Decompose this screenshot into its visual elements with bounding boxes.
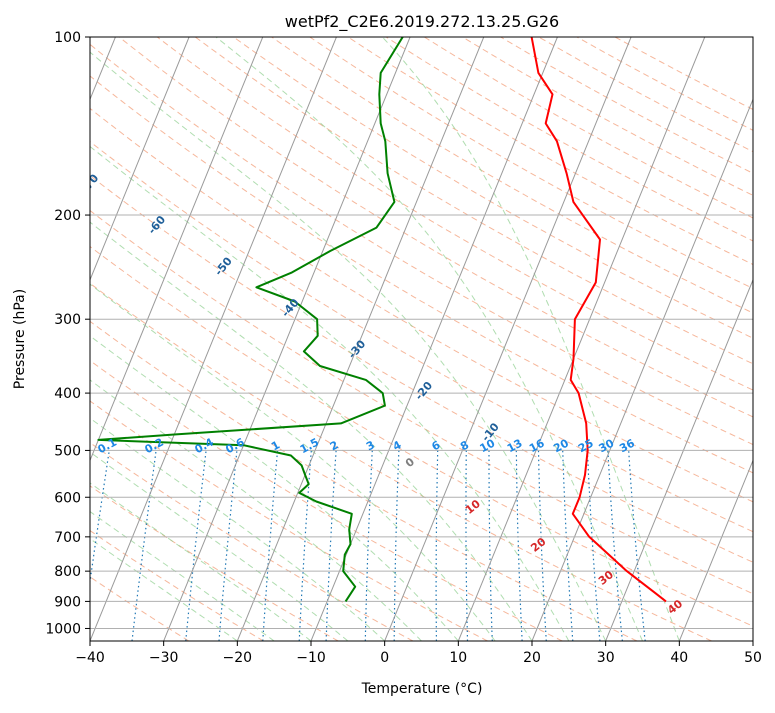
y-tick-label: 1000 (45, 622, 81, 638)
y-tick-label: 500 (54, 443, 81, 459)
x-tick-label: 50 (744, 650, 762, 666)
y-tick-label: 400 (54, 386, 81, 402)
x-axis-label: Temperature (°C) (361, 681, 483, 697)
y-axis-label: Pressure (hPa) (12, 289, 28, 389)
x-tick-label: 30 (597, 650, 615, 666)
y-tick-label: 600 (54, 490, 81, 506)
x-tick-label: −30 (149, 650, 179, 666)
x-tick-label: 40 (670, 650, 688, 666)
x-tick-label: 0 (380, 650, 389, 666)
y-tick-label: 300 (54, 312, 81, 328)
x-tick-label: −40 (75, 650, 105, 666)
y-tick-label: 700 (54, 530, 81, 546)
y-tick-label: 200 (54, 208, 81, 224)
x-tick-label: 10 (449, 650, 467, 666)
x-tick-label: −20 (223, 650, 253, 666)
y-tick-label: 800 (54, 564, 81, 580)
chart-title: wetPf2_C2E6.2019.272.13.25.G26 (285, 12, 559, 32)
x-tick-label: 20 (523, 650, 541, 666)
y-tick-label: 100 (54, 30, 81, 46)
x-tick-label: −10 (296, 650, 326, 666)
y-tick-label: 900 (54, 594, 81, 610)
